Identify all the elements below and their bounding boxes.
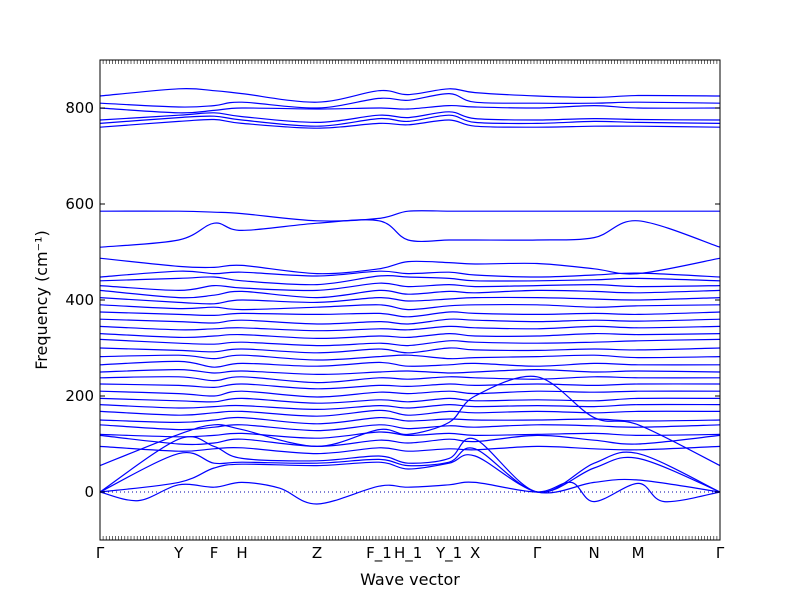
- band-line-30: [99, 409, 721, 417]
- band-line-4: [99, 111, 721, 124]
- band-lines: [99, 87, 721, 505]
- band-line-39: [99, 375, 721, 467]
- band-line-13: [99, 289, 721, 299]
- band-line-3: [99, 104, 721, 114]
- band-line-33: [99, 431, 721, 439]
- band-line-34: [99, 434, 721, 448]
- band-line-35: [99, 445, 721, 455]
- band-line-15: [99, 303, 721, 311]
- band-line-6: [99, 118, 721, 129]
- band-line-29: [99, 403, 721, 411]
- band-line-9: [99, 257, 721, 275]
- y-tick-label: 400: [65, 291, 94, 309]
- band-line-7: [99, 210, 720, 222]
- band-line-18: [99, 325, 721, 332]
- x-tick-label: Γ: [96, 544, 105, 562]
- band-line-10: [99, 270, 721, 278]
- band-line-25: [99, 376, 721, 384]
- y-axis-ticks: 0 200 400 600 800: [65, 99, 720, 501]
- x-tick-label: F: [210, 544, 219, 562]
- band-line-1: [99, 87, 721, 103]
- band-line-12: [99, 282, 721, 292]
- band-line-27: [99, 390, 721, 398]
- band-line-36: [99, 436, 721, 493]
- y-tick-label: 0: [84, 483, 94, 501]
- band-line-21: [99, 347, 721, 354]
- x-tick-label: X: [470, 544, 480, 562]
- x-tick-label: Γ: [533, 544, 542, 562]
- x-axis-ticks: Γ Y F H Z F_1 H_1 Y_1 X Γ N M Γ: [96, 60, 725, 563]
- band-line-14: [99, 296, 721, 305]
- band-line-22: [99, 354, 721, 361]
- x-tick-label: F_1: [366, 544, 392, 563]
- x-tick-label: N: [589, 544, 600, 562]
- band-line-2: [99, 92, 721, 109]
- x-tick-label: M: [632, 544, 645, 562]
- band-line-19: [99, 332, 721, 340]
- x-tick-label: Y: [173, 544, 184, 562]
- band-line-17: [99, 318, 721, 325]
- band-line-11: [99, 274, 721, 286]
- y-tick-label: 600: [65, 195, 94, 213]
- y-tick-label: 200: [65, 387, 94, 405]
- x-tick-label: Z: [312, 544, 322, 562]
- y-tick-label: 800: [65, 99, 94, 117]
- y-axis-label: Frequency (cm⁻¹): [32, 230, 51, 369]
- band-line-28: [99, 397, 721, 404]
- band-line-38: [99, 454, 721, 494]
- band-line-24: [99, 368, 721, 376]
- band-line-20: [99, 338, 721, 347]
- band-line-26: [99, 383, 721, 390]
- band-line-37: [99, 447, 721, 493]
- band-line-32: [99, 424, 721, 432]
- band-line-8: [99, 219, 721, 248]
- band-line-40: [99, 481, 721, 505]
- band-line-23: [99, 360, 721, 368]
- x-tick-label: H: [236, 544, 247, 562]
- x-tick-label: H_1: [394, 544, 422, 563]
- x-tick-label: Γ: [716, 544, 725, 562]
- x-tick-label: Y_1: [435, 544, 462, 563]
- x-axis-label: Wave vector: [360, 570, 460, 589]
- band-line-16: [99, 311, 721, 318]
- band-line-5: [99, 114, 721, 127]
